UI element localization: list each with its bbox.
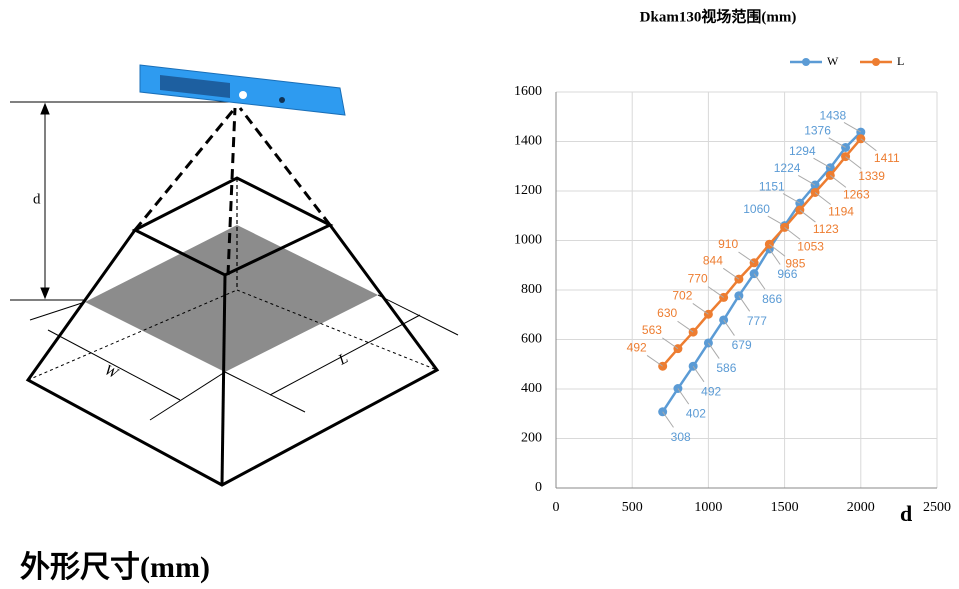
data-label: 679 <box>732 338 752 352</box>
page: d W L 外形尺寸(mm) Dkam130视场范围(mm) 0 200 400 600… <box>0 0 959 589</box>
leader-line <box>693 366 704 382</box>
x-tick-label: 1500 <box>771 500 799 515</box>
leader-line <box>739 252 755 263</box>
view-plane <box>85 225 378 372</box>
data-label: 1224 <box>774 161 801 175</box>
diagram: d W L <box>10 65 458 485</box>
leader-line <box>693 303 709 314</box>
camera <box>140 65 345 115</box>
y-tick-label: 1000 <box>514 233 542 248</box>
data-label: 563 <box>642 323 662 337</box>
leader-line <box>783 194 800 204</box>
data-label: 1294 <box>789 144 816 158</box>
data-label: 1194 <box>828 205 854 219</box>
data-label: 1339 <box>858 169 885 183</box>
leader-line <box>663 412 674 428</box>
leader-line <box>647 355 663 366</box>
data-label: 702 <box>672 288 692 302</box>
data-label: 866 <box>762 292 782 306</box>
d-label: d <box>33 191 41 207</box>
data-label: 985 <box>785 256 805 270</box>
y-tick-label: 0 <box>535 480 542 495</box>
leader-line <box>708 343 719 359</box>
leader-line <box>814 158 831 168</box>
leader-line <box>724 320 735 336</box>
leader-line <box>723 268 739 279</box>
leader-line <box>708 287 724 298</box>
leader-line <box>798 175 815 185</box>
leader-line <box>785 227 801 239</box>
data-label: 492 <box>701 384 721 398</box>
leader-line <box>678 389 689 405</box>
chart-title: Dkam130视场范围(mm) <box>640 7 797 25</box>
x-tick-label: 1000 <box>694 500 722 515</box>
y-tick-label: 1600 <box>514 84 542 99</box>
data-label: 402 <box>686 407 706 421</box>
data-label: 630 <box>657 306 677 320</box>
figure: d W L 外形尺寸(mm) Dkam130视场范围(mm) 0 200 400 600… <box>0 0 959 589</box>
data-label: 910 <box>718 237 738 251</box>
leader-line <box>861 139 877 151</box>
data-label: 586 <box>716 361 736 375</box>
heading: 外形尺寸(mm) <box>20 551 210 584</box>
data-label: 308 <box>671 430 691 444</box>
data-label: 1376 <box>804 124 831 138</box>
data-label: 1438 <box>819 108 846 122</box>
legend-label: W <box>827 54 839 68</box>
chart: Dkam130视场范围(mm) 0 200 400 600 800 1000 1200 1400… <box>514 7 951 526</box>
x-tick-label: 500 <box>622 500 643 515</box>
x-tick-label: 2500 <box>923 500 951 515</box>
x-tick-label: 2000 <box>847 500 875 515</box>
y-tick-label: 600 <box>521 332 542 347</box>
legend-label: L <box>897 54 904 68</box>
data-label: 1263 <box>843 188 870 202</box>
leader-line <box>846 157 862 169</box>
leader-line <box>739 296 750 312</box>
data-label: 770 <box>688 272 708 286</box>
x-tick-label: 0 <box>553 500 560 515</box>
y-tick-label: 1200 <box>514 183 542 198</box>
data-label: 1411 <box>874 151 900 165</box>
y-tick-label: 400 <box>521 381 542 396</box>
leader-line <box>678 321 694 332</box>
data-label: 777 <box>747 314 767 328</box>
y-tick-label: 800 <box>521 282 542 297</box>
legend-marker <box>872 58 880 66</box>
leader-line <box>800 210 816 222</box>
w-label: W <box>102 362 121 382</box>
data-label: 1060 <box>743 202 770 216</box>
leader-line <box>829 138 846 148</box>
data-label: 1053 <box>797 240 824 254</box>
legend-marker <box>802 58 810 66</box>
y-tick-label: 200 <box>521 431 542 446</box>
data-label: 844 <box>703 253 723 267</box>
data-label: 1123 <box>813 222 839 236</box>
leader-line <box>830 175 846 187</box>
leader-line <box>754 274 765 290</box>
y-tick-label: 1400 <box>514 134 542 149</box>
x-axis-label: d <box>900 501 912 526</box>
data-label: 492 <box>627 340 647 354</box>
data-label: 1151 <box>759 179 785 193</box>
leader-line <box>844 122 861 132</box>
leader-line <box>815 192 831 204</box>
